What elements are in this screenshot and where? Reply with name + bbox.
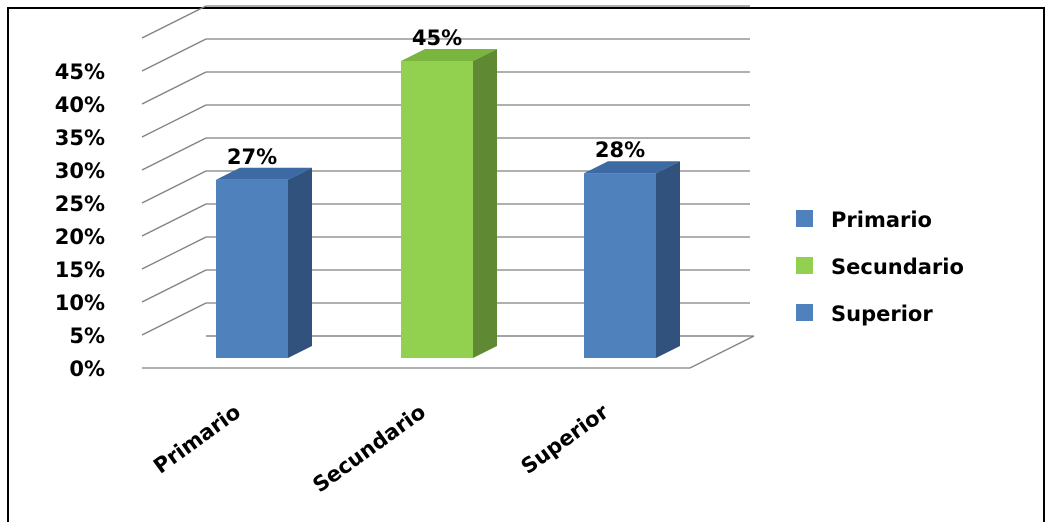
bar-primario: [216, 179, 288, 358]
x-category-label: Superior: [517, 399, 614, 479]
data-label: 45%: [412, 26, 462, 50]
legend-label: Superior: [831, 302, 933, 326]
bar-top-primario: [216, 167, 312, 180]
bar-superior: [584, 173, 656, 358]
bar-secundario: [401, 61, 473, 358]
y-tick-label: 20%: [55, 225, 105, 249]
data-label: 27%: [227, 145, 277, 169]
y-tick-label: 30%: [55, 159, 105, 183]
y-tick-label: 45%: [55, 60, 105, 84]
legend-label: Primario: [831, 208, 932, 232]
x-category-label: Secundario: [308, 400, 430, 498]
bars-layer: [216, 49, 680, 358]
chart-frame: [7, 7, 1045, 522]
labels-layer: 0% 5% 10% 15% 20% 25% 30% 35% 40% 45% 27% Primario 4…: [55, 26, 645, 497]
gridline-diagonal: [141, 5, 207, 39]
y-tick-label: 10%: [55, 291, 105, 315]
y-tick-label: 40%: [55, 93, 105, 117]
gridline-diagonal: [141, 269, 207, 303]
gridline-diagonal: [141, 104, 207, 138]
y-tick-label: 5%: [69, 324, 105, 348]
gridline-diagonal: [141, 71, 207, 105]
gridline-diagonal: [141, 170, 207, 204]
legend-swatch: [796, 257, 813, 274]
gridline-diagonal: [141, 137, 207, 171]
bar-side-primario: [288, 167, 312, 358]
bar-side-superior: [656, 161, 680, 358]
x-category-label: Primario: [149, 400, 245, 479]
y-tick-label: 35%: [55, 126, 105, 150]
bar-top-superior: [584, 161, 680, 174]
data-label: 28%: [595, 138, 645, 162]
gridline-diagonal: [141, 203, 207, 237]
legend-label: Secundario: [831, 255, 964, 279]
gridline-diagonal: [141, 236, 207, 270]
y-tick-label: 15%: [55, 258, 105, 282]
bar-side-secundario: [473, 49, 497, 358]
bar-top-secundario: [401, 49, 497, 61]
y-tick-label: 0%: [69, 357, 105, 381]
legend-swatch: [796, 304, 813, 321]
legend-layer: Primario Secundario Superior: [796, 208, 964, 326]
gridline-diagonal: [141, 38, 207, 72]
y-tick-label: 25%: [55, 192, 105, 216]
gridline-diagonal: [141, 302, 207, 336]
legend-swatch: [796, 210, 813, 227]
